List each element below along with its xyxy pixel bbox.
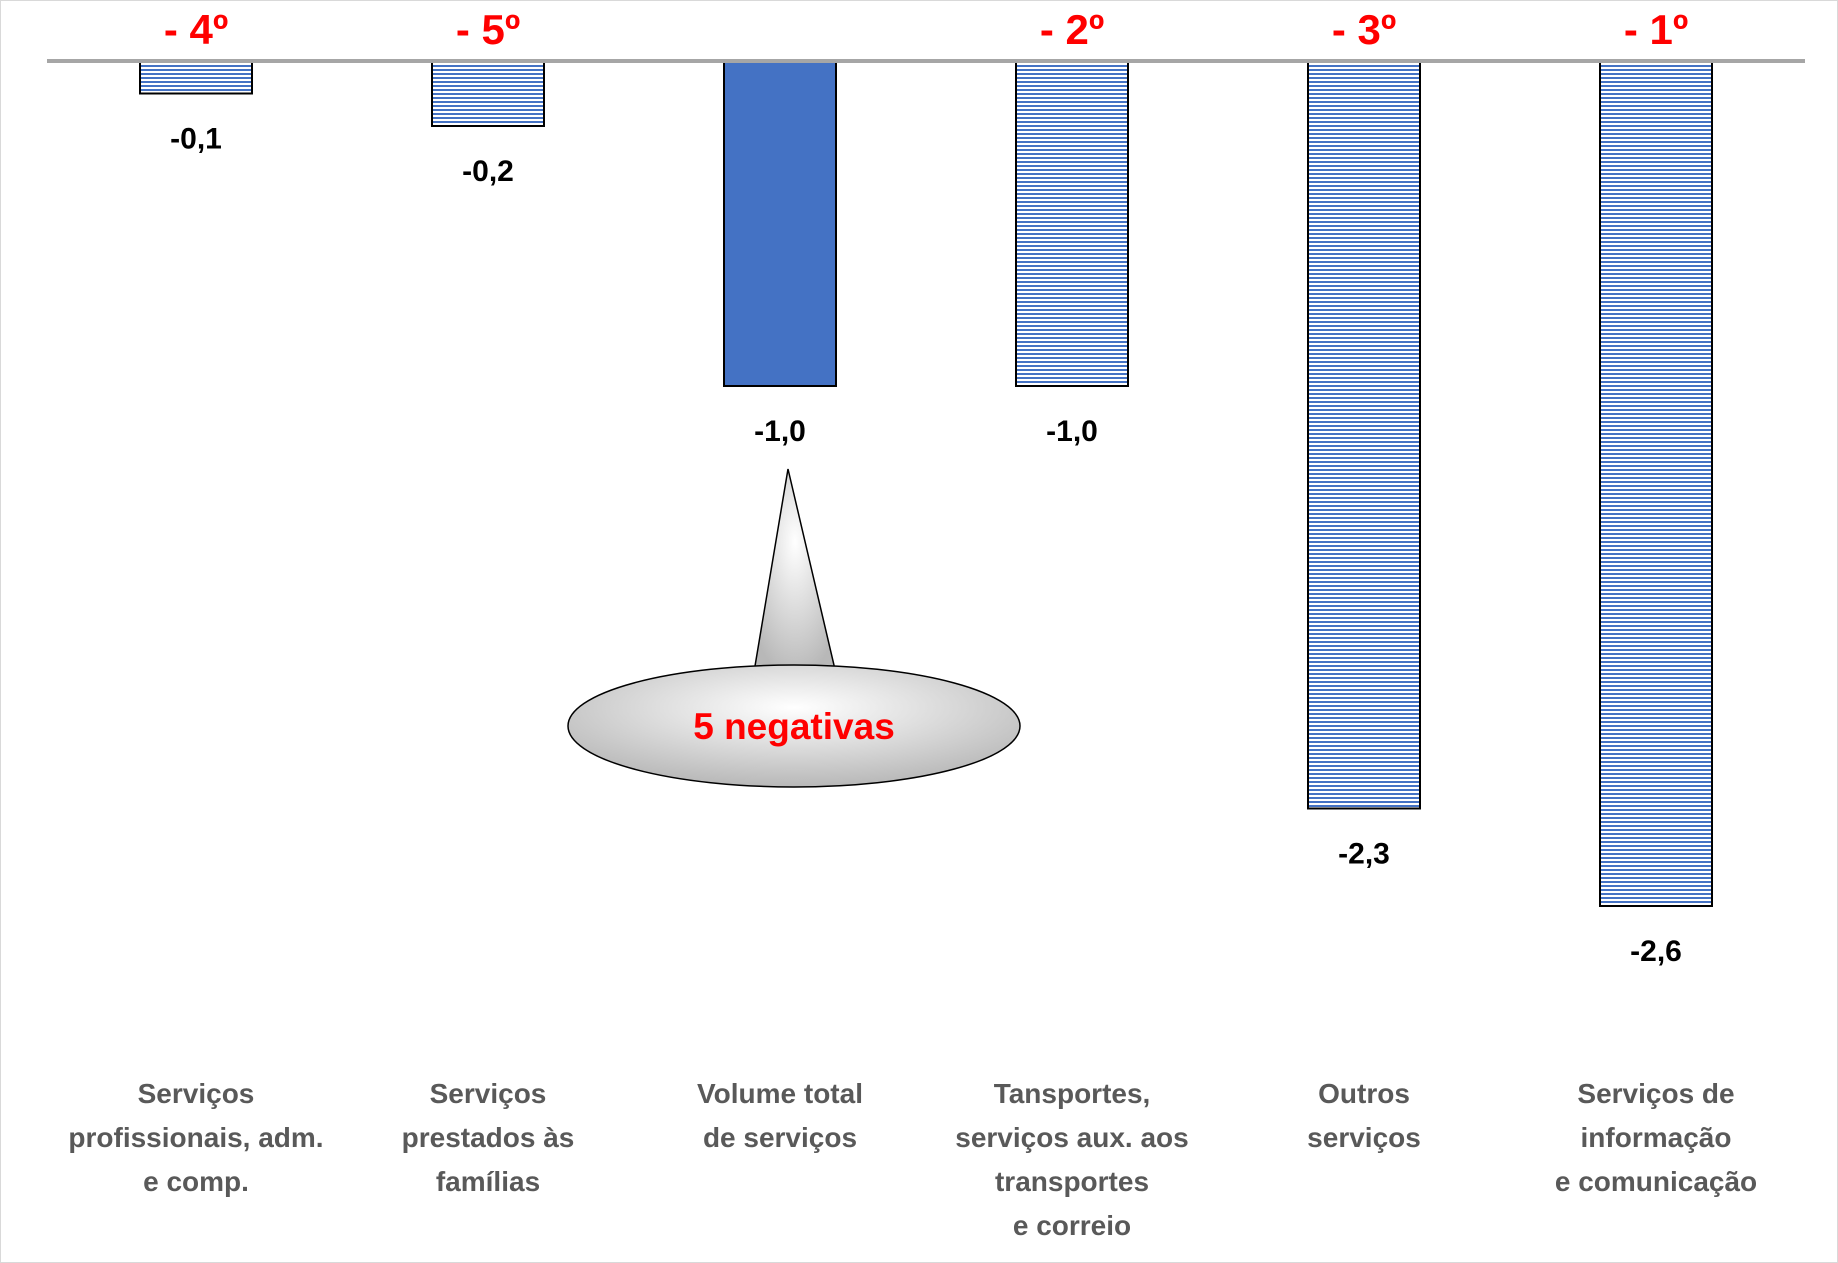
category-label-line: famílias	[436, 1166, 540, 1197]
category-label-line: profissionais, adm.	[68, 1122, 323, 1153]
category-label-line: serviços	[1307, 1122, 1421, 1153]
category-label-line: e correio	[1013, 1210, 1131, 1241]
rank-label-1: - 5º	[456, 6, 520, 53]
category-label-3: Tansportes, serviços aux. aos transportes e…	[955, 1078, 1188, 1241]
value-label-1: -0,2	[462, 155, 514, 188]
category-label-line: Tansportes,	[994, 1078, 1151, 1109]
bar-3	[1015, 60, 1129, 387]
rank-label-4: - 3º	[1332, 6, 1396, 53]
labels-layer: -0,1 - 4º Serviços profissionais, adm. e com…	[68, 6, 1757, 1241]
callout-ellipse	[567, 664, 1021, 788]
bar-0	[139, 60, 253, 95]
bar-1	[431, 60, 545, 127]
category-label-line: e comunicação	[1555, 1166, 1757, 1197]
callout-text: 5 negativas	[693, 706, 895, 747]
bar-2	[723, 60, 837, 387]
rank-label-0: - 4º	[164, 6, 228, 53]
category-label-line: de serviços	[703, 1122, 857, 1153]
category-label-line: e comp.	[143, 1166, 249, 1197]
category-label-line: transportes	[995, 1166, 1149, 1197]
category-label-line: informação	[1581, 1122, 1732, 1153]
category-label-1: Serviços prestados às famílias	[402, 1078, 575, 1197]
category-label-4: Outros serviços	[1307, 1078, 1421, 1153]
category-label-line: prestados às	[402, 1122, 575, 1153]
category-label-line: Serviços	[138, 1078, 255, 1109]
bars-layer	[139, 60, 1713, 907]
value-label-2: -1,0	[754, 415, 806, 448]
category-label-2: Volume total de serviços	[697, 1078, 863, 1153]
category-label-0: Serviços profissionais, adm. e comp.	[68, 1078, 323, 1197]
callout: 5 negativas	[567, 468, 1021, 788]
bar-4	[1307, 60, 1421, 810]
value-label-0: -0,1	[170, 123, 222, 156]
bar-5	[1599, 60, 1713, 907]
value-label-3: -1,0	[1046, 415, 1098, 448]
category-label-line: Outros	[1318, 1078, 1410, 1109]
category-label-line: Serviços	[430, 1078, 547, 1109]
rank-label-3: - 2º	[1040, 6, 1104, 53]
category-label-line: serviços aux. aos	[955, 1122, 1188, 1153]
value-label-4: -2,3	[1338, 838, 1390, 871]
category-label-5: Serviços de informação e comunicação	[1555, 1078, 1757, 1197]
value-label-5: -2,6	[1630, 935, 1682, 968]
category-label-line: Volume total	[697, 1078, 863, 1109]
callout-bubble	[752, 468, 838, 679]
rank-label-5: - 1º	[1624, 6, 1688, 53]
category-label-line: Serviços de	[1577, 1078, 1734, 1109]
